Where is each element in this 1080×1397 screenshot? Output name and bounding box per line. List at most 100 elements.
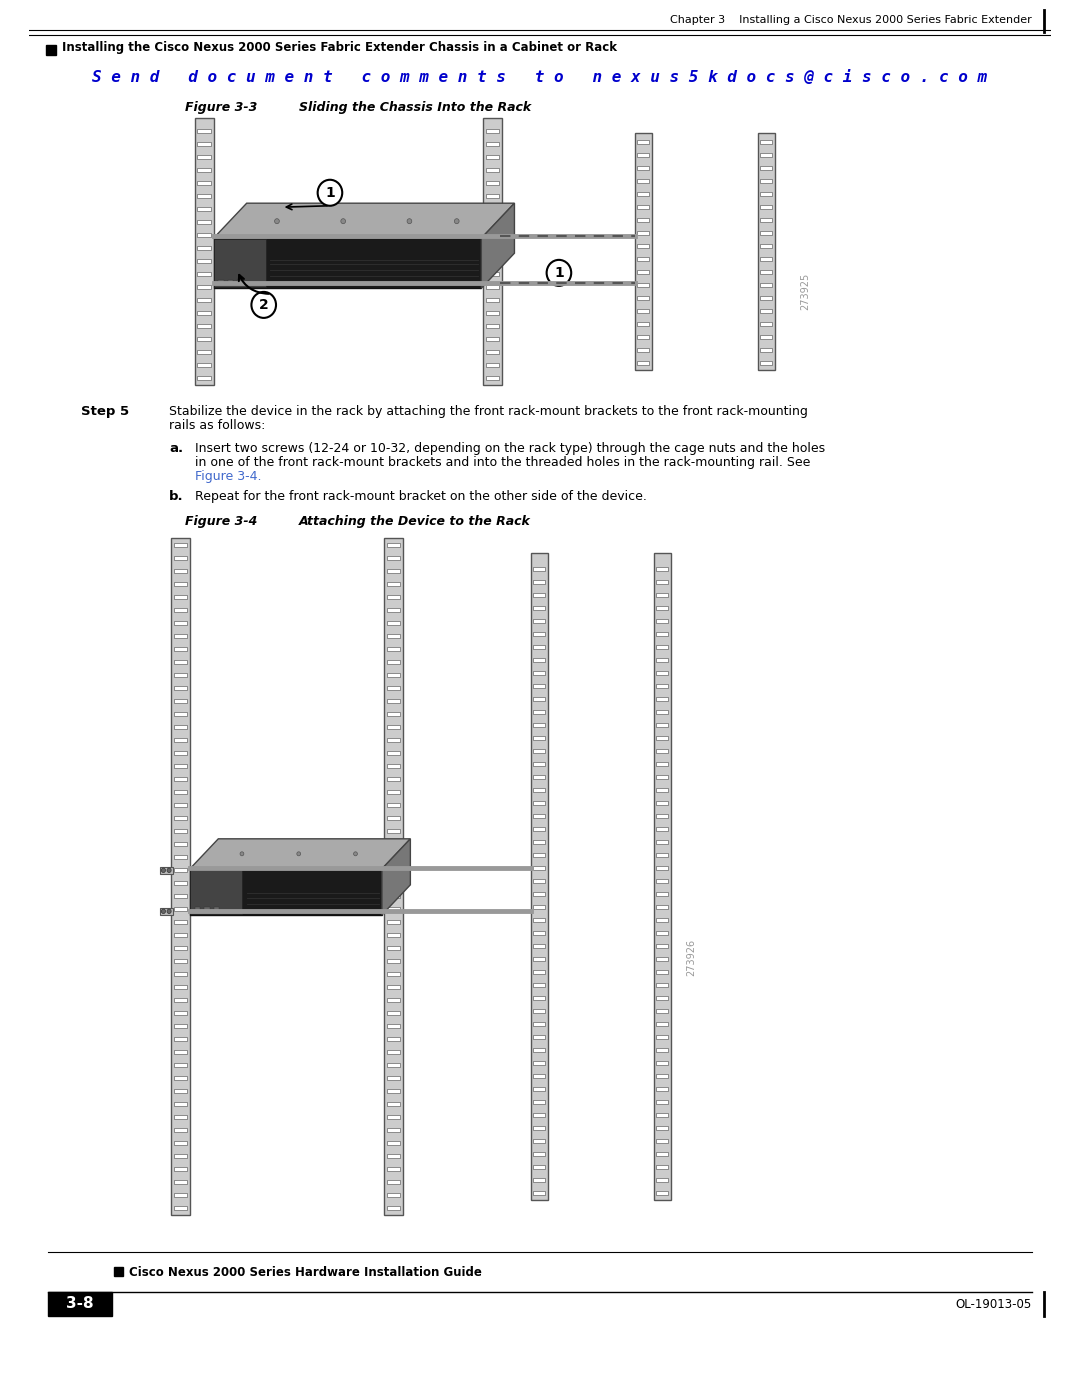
Bar xyxy=(387,921,400,923)
Bar xyxy=(637,284,649,286)
Circle shape xyxy=(161,868,165,873)
Bar xyxy=(194,117,214,386)
Bar xyxy=(534,1087,544,1091)
Bar xyxy=(387,556,400,560)
Bar xyxy=(534,1035,544,1039)
Bar xyxy=(214,239,266,288)
Text: 2: 2 xyxy=(259,298,269,312)
Bar xyxy=(198,219,211,224)
Text: Installing the Cisco Nexus 2000 Series Fabric Extender Chassis in a Cabinet or R: Installing the Cisco Nexus 2000 Series F… xyxy=(63,42,617,54)
Bar xyxy=(758,133,774,370)
Bar xyxy=(174,1154,187,1158)
Bar xyxy=(760,154,772,156)
Text: Repeat for the front rack-mount bracket on the other side of the device.: Repeat for the front rack-mount bracket … xyxy=(194,490,647,503)
Bar xyxy=(657,580,667,584)
Bar xyxy=(534,1165,544,1169)
Bar xyxy=(387,764,400,768)
Bar xyxy=(637,191,649,196)
Circle shape xyxy=(161,909,165,914)
Bar xyxy=(174,647,187,651)
Bar xyxy=(657,606,667,610)
Bar xyxy=(387,673,400,678)
Bar xyxy=(760,270,772,274)
Bar xyxy=(174,543,187,548)
Circle shape xyxy=(167,909,171,914)
Bar xyxy=(637,309,649,313)
Bar xyxy=(534,1178,544,1182)
Bar xyxy=(637,244,649,249)
Bar xyxy=(174,608,187,612)
Bar xyxy=(174,698,187,703)
Circle shape xyxy=(546,260,571,286)
Bar xyxy=(534,1192,544,1194)
Bar xyxy=(174,855,187,859)
Bar xyxy=(534,1153,544,1155)
Bar xyxy=(174,659,187,664)
Bar xyxy=(486,337,499,341)
Bar xyxy=(534,1126,544,1130)
Bar xyxy=(534,1023,544,1025)
Bar xyxy=(486,285,499,289)
Bar xyxy=(637,218,649,222)
Circle shape xyxy=(318,180,342,205)
Bar xyxy=(387,1193,400,1197)
Bar xyxy=(174,882,187,886)
Bar xyxy=(387,752,400,754)
Bar xyxy=(387,1024,400,1028)
Bar xyxy=(387,659,400,664)
Bar xyxy=(198,272,211,277)
Bar xyxy=(387,622,400,624)
Bar xyxy=(198,363,211,367)
Bar xyxy=(657,1009,667,1013)
Bar xyxy=(174,583,187,585)
Bar xyxy=(174,1206,187,1210)
Text: Figure 3-3: Figure 3-3 xyxy=(185,102,257,115)
Bar xyxy=(387,543,400,548)
Bar xyxy=(174,556,187,560)
Bar xyxy=(534,631,544,636)
Bar xyxy=(657,736,667,740)
Circle shape xyxy=(341,219,346,224)
Bar xyxy=(198,142,211,147)
Bar xyxy=(48,1292,112,1316)
Bar xyxy=(486,351,499,353)
Bar xyxy=(486,246,499,250)
Text: Sliding the Chassis Into the Rack: Sliding the Chassis Into the Rack xyxy=(299,102,531,115)
Bar xyxy=(486,376,499,380)
Bar xyxy=(387,1206,400,1210)
Bar xyxy=(387,647,400,651)
Circle shape xyxy=(455,219,459,224)
Bar xyxy=(174,789,187,793)
Bar xyxy=(174,1011,187,1016)
Bar xyxy=(534,879,544,883)
Bar xyxy=(657,671,667,675)
Bar xyxy=(486,207,499,211)
Bar xyxy=(174,622,187,624)
Bar xyxy=(534,1139,544,1143)
Bar xyxy=(174,958,187,963)
Text: 273926: 273926 xyxy=(687,939,697,977)
Bar xyxy=(387,1063,400,1067)
Bar xyxy=(657,631,667,636)
Bar xyxy=(198,312,211,314)
Text: 3-8: 3-8 xyxy=(66,1296,94,1312)
Bar xyxy=(198,351,211,353)
Bar xyxy=(486,363,499,367)
Bar xyxy=(637,321,649,326)
Bar xyxy=(190,870,242,914)
Bar xyxy=(174,1102,187,1106)
Bar xyxy=(657,918,667,922)
Bar xyxy=(657,775,667,780)
Bar xyxy=(657,983,667,988)
Bar xyxy=(387,828,400,833)
Bar xyxy=(387,894,400,898)
Bar xyxy=(174,842,187,847)
Bar xyxy=(387,1037,400,1041)
Bar xyxy=(486,233,499,237)
Circle shape xyxy=(297,852,300,856)
Bar xyxy=(534,775,544,780)
Bar xyxy=(387,634,400,638)
Bar xyxy=(760,205,772,210)
Bar xyxy=(204,907,210,911)
Bar xyxy=(387,1076,400,1080)
